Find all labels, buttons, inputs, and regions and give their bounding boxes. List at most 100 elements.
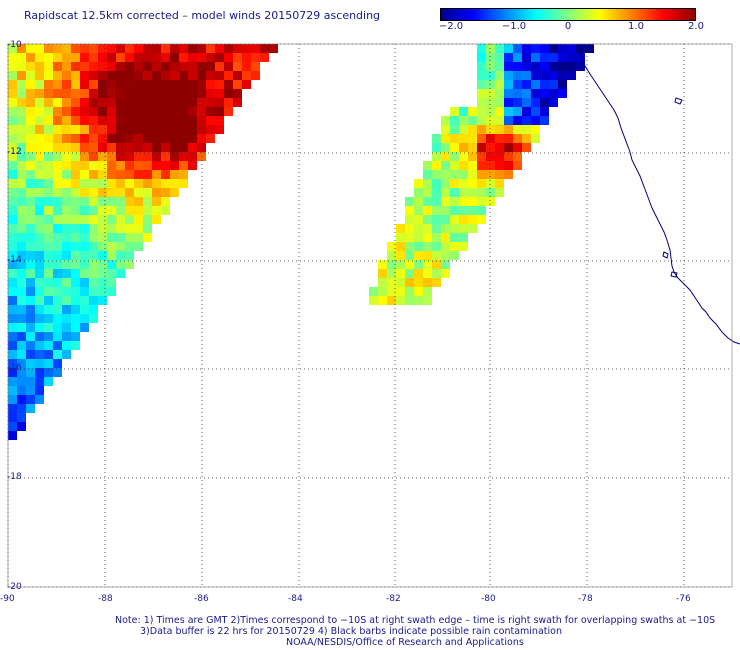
wind-cell	[89, 134, 98, 143]
wind-cell	[53, 134, 62, 143]
wind-cell	[8, 206, 17, 215]
wind-cell	[98, 161, 107, 170]
wind-cell	[576, 62, 585, 71]
wind-cell	[44, 134, 53, 143]
wind-cell	[62, 80, 71, 89]
wind-cell	[531, 80, 540, 89]
wind-cell	[197, 80, 206, 89]
wind-cell	[44, 44, 53, 53]
wind-cell	[558, 80, 567, 89]
wind-cell	[170, 152, 179, 161]
wind-cell	[188, 62, 197, 71]
wind-cell	[71, 98, 80, 107]
wind-cell	[134, 116, 143, 125]
coastline	[577, 47, 740, 345]
wind-cell	[197, 53, 206, 62]
wind-cell	[224, 71, 233, 80]
wind-cell	[441, 125, 450, 134]
wind-cell	[80, 161, 89, 170]
wind-cell	[26, 359, 35, 368]
wind-cell	[423, 179, 432, 188]
wind-cell	[549, 53, 558, 62]
wind-cell	[116, 80, 125, 89]
wind-cell	[26, 296, 35, 305]
wind-cell	[504, 143, 513, 152]
wind-cell	[567, 71, 576, 80]
wind-cell	[504, 116, 513, 125]
wind-cell	[477, 170, 486, 179]
wind-cell	[441, 143, 450, 152]
wind-cell	[89, 242, 98, 251]
wind-cell	[242, 71, 251, 80]
wind-cell	[170, 71, 179, 80]
wind-cell	[206, 71, 215, 80]
wind-cell	[495, 53, 504, 62]
wind-cell	[495, 62, 504, 71]
map-title: Rapidscat 12.5km corrected – model winds…	[24, 9, 381, 22]
wind-cell	[125, 44, 134, 53]
wind-cell	[558, 44, 567, 53]
wind-cell	[107, 143, 116, 152]
wind-cell	[170, 44, 179, 53]
wind-cell	[432, 233, 441, 242]
wind-cell	[62, 71, 71, 80]
wind-cell	[8, 260, 17, 269]
wind-cell	[215, 62, 224, 71]
wind-cell	[44, 350, 53, 359]
wind-cell	[8, 197, 17, 206]
wind-cell	[152, 107, 161, 116]
wind-cell	[441, 233, 450, 242]
wind-cell	[441, 269, 450, 278]
wind-cell	[71, 287, 80, 296]
wind-cell	[161, 179, 170, 188]
wind-cell	[80, 242, 89, 251]
wind-cell	[26, 350, 35, 359]
wind-cell	[522, 44, 531, 53]
wind-cell	[44, 233, 53, 242]
wind-cell	[35, 188, 44, 197]
wind-cell	[495, 44, 504, 53]
wind-cell	[188, 44, 197, 53]
wind-cell	[107, 224, 116, 233]
wind-cell	[504, 125, 513, 134]
wind-cell	[414, 179, 423, 188]
wind-cell	[35, 98, 44, 107]
wind-cell	[35, 152, 44, 161]
wind-cell	[396, 224, 405, 233]
wind-cell	[98, 53, 107, 62]
wind-cell	[522, 80, 531, 89]
wind-cell	[80, 188, 89, 197]
wind-cell	[53, 179, 62, 188]
wind-cell	[26, 404, 35, 413]
wind-cell	[116, 116, 125, 125]
wind-cell	[522, 89, 531, 98]
wind-cell	[98, 224, 107, 233]
wind-cell	[170, 125, 179, 134]
wind-cell	[486, 170, 495, 179]
wind-cell	[98, 80, 107, 89]
wind-cell	[161, 89, 170, 98]
wind-cell	[152, 44, 161, 53]
wind-cell	[405, 197, 414, 206]
wind-cell	[477, 98, 486, 107]
wind-cell	[116, 197, 125, 206]
wind-cell	[179, 116, 188, 125]
wind-cell	[540, 62, 549, 71]
wind-cell	[143, 62, 152, 71]
wind-cell	[17, 179, 26, 188]
wind-cell	[107, 71, 116, 80]
wind-cell	[125, 251, 134, 260]
wind-cell	[71, 170, 80, 179]
wind-cell	[62, 143, 71, 152]
wind-cell	[495, 116, 504, 125]
wind-cell	[89, 215, 98, 224]
wind-cell	[26, 251, 35, 260]
wind-cell	[35, 206, 44, 215]
wind-cell	[53, 197, 62, 206]
wind-cell	[26, 179, 35, 188]
wind-cell	[53, 80, 62, 89]
wind-cell	[242, 53, 251, 62]
wind-cell	[206, 107, 215, 116]
wind-cell	[98, 287, 107, 296]
wind-cell	[26, 107, 35, 116]
